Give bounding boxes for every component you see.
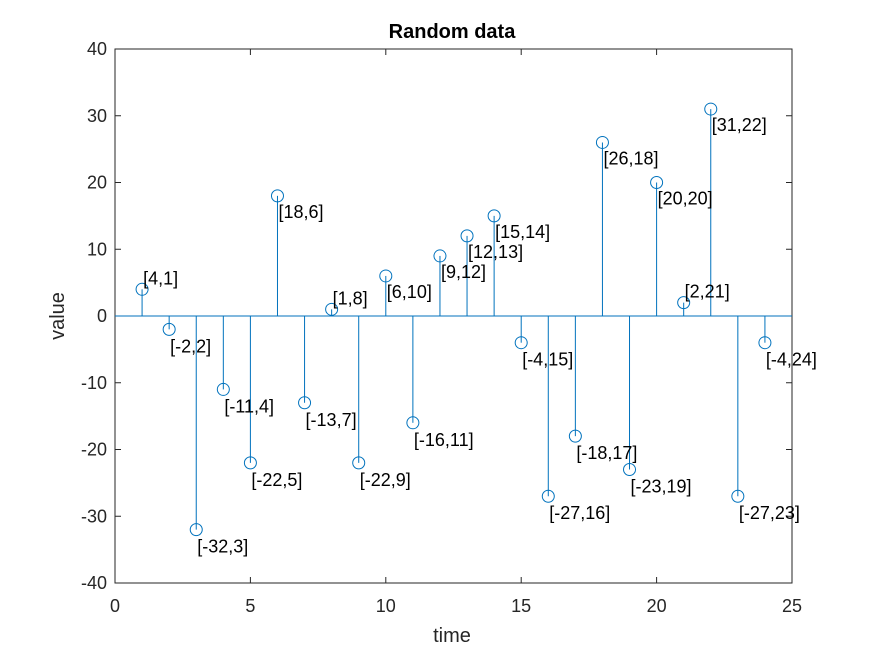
data-label: [18,6] — [278, 202, 323, 222]
stem-marker — [595, 135, 609, 149]
stem-marker — [379, 269, 393, 283]
stem-marker — [352, 456, 366, 470]
stem-marker — [135, 282, 149, 296]
data-label: [6,10] — [387, 282, 432, 302]
x-tick-label: 25 — [782, 596, 802, 616]
y-tick-label: -40 — [81, 573, 107, 593]
y-tick-label: 0 — [97, 306, 107, 326]
stem-marker — [243, 456, 257, 470]
stem-marker — [216, 382, 230, 396]
stems — [135, 102, 772, 537]
stem-marker — [325, 302, 339, 316]
stem-marker — [433, 249, 447, 263]
axes: 0 5 10 15 20 25 -40 -30 -20 -10 0 10 20 30 40 — [81, 39, 802, 616]
data-label: [-32,3] — [197, 537, 248, 557]
chart-title: Random data — [389, 21, 517, 43]
y-tick-label: -30 — [81, 506, 107, 526]
stem-marker — [704, 102, 718, 116]
data-label: [26,18] — [603, 148, 658, 168]
data-label: [31,22] — [712, 115, 767, 135]
data-labels: [4,1] [-2,2] [-32,3] [-11,4] [-22,5] [18,6] [-… — [143, 115, 817, 557]
data-label: [-11,4] — [224, 396, 274, 416]
y-tick-label: 10 — [87, 239, 107, 259]
data-label: [15,14] — [495, 222, 550, 242]
stem-marker — [541, 489, 555, 503]
data-label: [-4,15] — [522, 350, 573, 370]
x-tick-label: 20 — [647, 596, 667, 616]
data-label: [-2,2] — [170, 336, 211, 356]
stem-marker — [162, 322, 176, 336]
y-tick-label: 30 — [87, 106, 107, 126]
x-axis-label: time — [433, 625, 471, 647]
data-label: [-27,16] — [549, 503, 610, 523]
stem-marker — [189, 523, 203, 537]
y-axis-label: value — [47, 292, 69, 340]
stem-marker — [270, 189, 284, 203]
stem-marker — [460, 229, 474, 243]
y-tick-label: -20 — [81, 440, 107, 460]
y-tick-label: -10 — [81, 373, 107, 393]
stem-marker — [677, 296, 691, 310]
x-tick-label: 15 — [511, 596, 531, 616]
data-label: [9,12] — [441, 262, 486, 282]
data-label: [-22,5] — [251, 470, 302, 490]
data-label: [20,20] — [658, 189, 713, 209]
data-label: [-22,9] — [360, 470, 411, 490]
y-tick-label: 40 — [87, 39, 107, 59]
stem-marker — [514, 336, 528, 350]
stem-marker — [758, 336, 772, 350]
stem-marker — [406, 416, 420, 430]
data-label: [-13,7] — [306, 410, 357, 430]
data-label: [-23,19] — [631, 477, 692, 497]
y-tick-label: 20 — [87, 173, 107, 193]
stem-marker — [623, 463, 637, 477]
x-tick-label: 0 — [110, 596, 120, 616]
stem-marker — [650, 176, 664, 189]
x-tick-label: 10 — [376, 596, 396, 616]
x-tick-label: 5 — [245, 596, 255, 616]
stem-marker — [731, 489, 745, 503]
stem-marker — [487, 209, 501, 223]
data-label: [-16,11] — [414, 430, 474, 450]
data-label: [2,21] — [685, 282, 730, 302]
data-label: [12,13] — [468, 242, 523, 262]
data-label: [4,1] — [143, 268, 178, 288]
stem-marker — [568, 429, 582, 443]
data-label: [-4,24] — [766, 350, 817, 370]
data-label: [1,8] — [333, 288, 368, 308]
data-label: [-27,23] — [739, 503, 800, 523]
data-label: [-18,17] — [576, 443, 637, 463]
stem-marker — [298, 396, 312, 410]
